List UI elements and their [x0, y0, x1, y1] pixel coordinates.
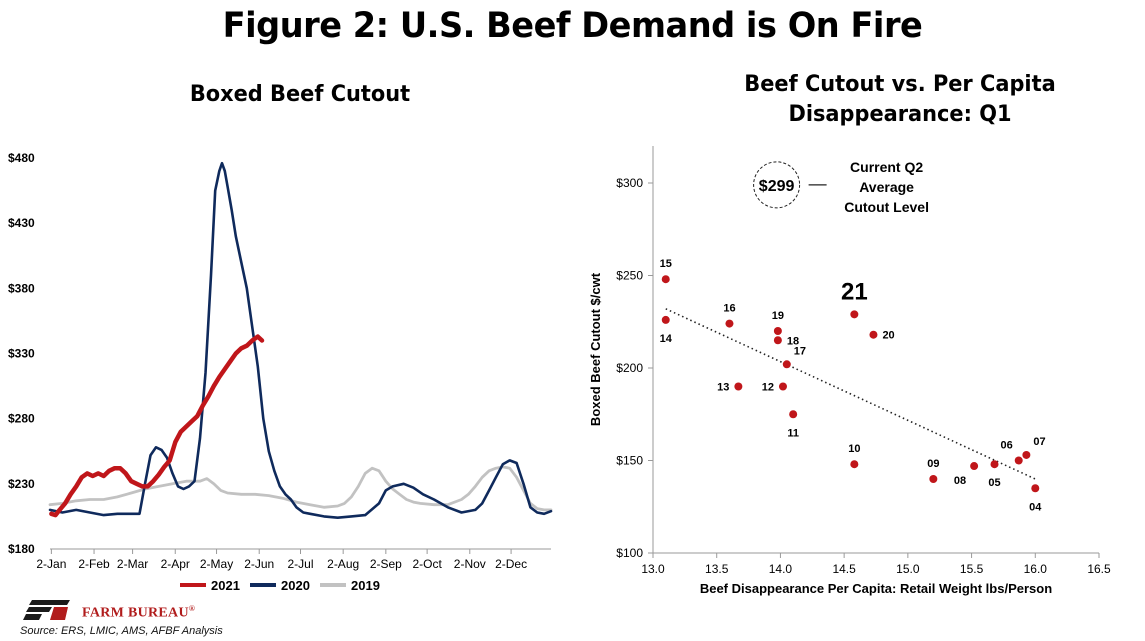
right-x-tick-label: 15.5 [960, 562, 984, 576]
point-label-04: 04 [1029, 501, 1042, 513]
right-y-tick-label: $250 [616, 269, 643, 283]
point-label-14: 14 [660, 333, 673, 345]
annotation-value: $299 [759, 178, 795, 195]
scatter-point-05 [990, 460, 999, 469]
source-note: Source: ERS, LMIC, AMS, AFBF Analysis [20, 625, 223, 637]
scatter-point-07 [1022, 450, 1031, 459]
point-label-15: 15 [660, 258, 672, 270]
left-y-tick-label: $230 [8, 477, 35, 491]
logo-registered-mark: ® [188, 604, 196, 613]
scatter-point-15 [661, 275, 670, 284]
farm-bureau-logo-icon [23, 600, 70, 620]
left-x-tick-label: 2-Mar [117, 557, 148, 571]
scatter-point-13 [734, 382, 743, 391]
scatter-point-10 [850, 460, 859, 469]
scatter-point-16 [725, 319, 734, 328]
right-x-tick-label: 14.0 [769, 562, 793, 576]
legend-label-2021: 2021 [211, 578, 240, 593]
series-line-2021 [49, 334, 265, 518]
series-line-2020 [48, 161, 553, 519]
scatter-point-19 [773, 327, 782, 335]
scatter-point-18 [773, 336, 782, 345]
point-label-21: 21 [841, 278, 868, 305]
logo-text: FARM BUREAU [82, 605, 189, 621]
legend-label-2020: 2020 [281, 578, 310, 593]
annotation-text-line: Cutout Level [844, 199, 929, 215]
scatter-point-06 [1014, 456, 1023, 465]
left-x-tick-label: 2-Jun [244, 557, 274, 571]
point-label-19: 19 [772, 310, 784, 322]
right-y-tick-label: $100 [616, 546, 643, 560]
scatter-point-20 [869, 330, 878, 339]
left-x-tick-label: 2-Feb [78, 557, 110, 571]
scatter-point-08 [970, 462, 979, 471]
page-title: Figure 2: U.S. Beef Demand is On Fire [222, 6, 923, 46]
right-y-tick-label: $150 [616, 454, 643, 468]
legend-label-2019: 2019 [351, 578, 380, 593]
scatter-point-04 [1031, 484, 1040, 493]
scatter-point-09 [929, 475, 938, 483]
right-x-tick-label: 13.0 [641, 562, 665, 576]
scatter-point-14 [661, 315, 670, 324]
left-y-tick-label: $330 [8, 347, 35, 361]
left-y-tick-label: $480 [8, 151, 35, 165]
left-x-tick-label: 2-Apr [161, 557, 190, 571]
series-line-2019 [48, 465, 553, 512]
scatter-point-11 [789, 410, 798, 419]
annotation-circle [753, 161, 801, 209]
left-x-tick-label: 2-Sep [370, 557, 402, 571]
right-y-tick-label: $300 [616, 176, 643, 190]
right-x-tick-label: 15.0 [896, 562, 920, 576]
right-y-tick-label: $200 [616, 361, 643, 375]
right-y-axis-label: Boxed Beef Cutout $/cwt [588, 272, 603, 426]
point-label-16: 16 [723, 303, 735, 315]
trendline [665, 308, 1036, 480]
point-label-06: 06 [1000, 440, 1012, 452]
left-x-tick-label: 2-Aug [327, 557, 359, 571]
point-label-07: 07 [1033, 436, 1045, 448]
scatter-point-17 [782, 360, 791, 369]
left-x-tick-label: 2-Nov [454, 557, 486, 571]
right-x-axis-label: Beef Disappearance Per Capita: Retail We… [700, 581, 1052, 596]
annotation-text-line: Average [859, 179, 914, 195]
right-x-tick-label: 16.5 [1087, 562, 1111, 576]
point-label-08: 08 [954, 475, 966, 487]
left-y-tick-label: $380 [8, 281, 35, 295]
point-label-09: 09 [927, 458, 939, 470]
point-label-11: 11 [787, 427, 799, 439]
annotation-text-line: Current Q2 [850, 159, 923, 175]
left-chart-title: Boxed Beef Cutout [189, 82, 411, 107]
right-x-tick-label: 13.5 [705, 562, 729, 576]
right-x-tick-label: 14.5 [832, 562, 856, 576]
scatter-point-21 [850, 310, 859, 319]
point-label-05: 05 [988, 477, 1000, 489]
right-x-tick-label: 16.0 [1024, 562, 1048, 576]
left-x-tick-label: 2-Oct [412, 557, 442, 571]
point-label-18: 18 [787, 335, 799, 347]
point-label-10: 10 [848, 443, 860, 455]
left-x-tick-label: 2-Dec [495, 557, 527, 571]
left-x-tick-label: 2-May [200, 557, 233, 571]
point-label-17: 17 [794, 345, 806, 357]
point-label-13: 13 [717, 382, 729, 394]
point-label-12: 12 [762, 382, 774, 394]
left-x-tick-label: 2-Jul [287, 557, 313, 571]
left-y-tick-label: $280 [8, 412, 35, 426]
left-y-tick-label: $180 [8, 542, 35, 556]
farm-bureau-logo: FARM BUREAU® [20, 596, 280, 638]
point-label-20: 20 [882, 330, 894, 342]
left-y-tick-label: $430 [8, 216, 35, 230]
left-x-tick-label: 2-Jan [36, 557, 66, 571]
right-chart-title: Beef Cutout vs. Per Capita Disappearance… [744, 72, 1056, 127]
scatter-point-12 [778, 382, 787, 391]
